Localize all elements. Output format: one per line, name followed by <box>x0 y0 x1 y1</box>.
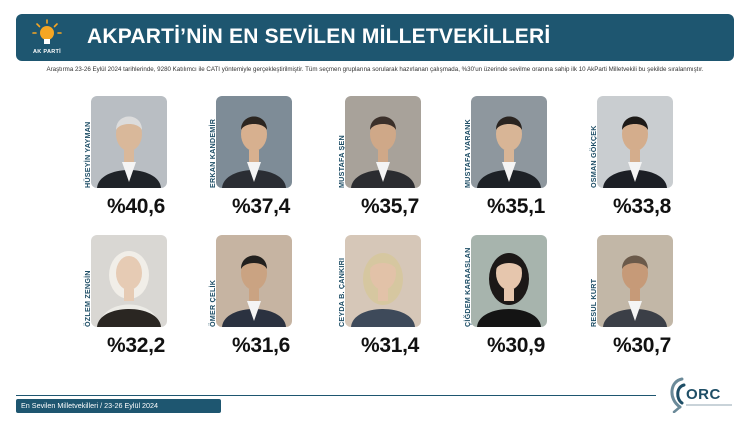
orc-mark-icon <box>670 377 686 414</box>
akparti-logo: AK PARTİ <box>30 18 64 58</box>
approval-percentage: %30,7 <box>612 334 672 357</box>
candidate-photo <box>345 235 421 327</box>
approval-percentage: %31,6 <box>231 334 291 357</box>
candidate-photo <box>91 235 167 327</box>
candidate-name-wrapper: MUSTAFA ŞEN <box>331 96 346 188</box>
orc-tagline-line <box>686 404 732 406</box>
footer-caption: En Sevilen Milletvekilleri / 23-26 Eylül… <box>21 401 159 410</box>
candidate-photo <box>91 96 167 188</box>
candidate-name-wrapper: CEYDA B. ÇANKIRI <box>331 235 346 327</box>
candidate-name-wrapper: MUSTAFA VARANK <box>457 96 472 188</box>
footer-caption-bar: En Sevilen Milletvekilleri / 23-26 Eylül… <box>16 399 221 413</box>
candidate-photo <box>216 96 292 188</box>
approval-percentage: %35,1 <box>486 195 546 218</box>
approval-percentage: %32,2 <box>106 334 166 357</box>
candidate-name-wrapper: HÜSEYİN YAYMAN <box>77 96 92 188</box>
candidate-name-wrapper: RESUL KURT <box>583 235 598 327</box>
candidate-name-wrapper: ÖMER ÇELİK <box>202 235 217 327</box>
bulb-icon <box>32 19 62 44</box>
approval-percentage: %33,8 <box>612 195 672 218</box>
candidate-name-wrapper: OSMAN GÖKÇEK <box>583 96 598 188</box>
candidate-name-wrapper: ÇİĞDEM KARAASLAN <box>457 235 472 327</box>
page-title: AKPARTİ’NİN EN SEVİLEN MİLLETVEKİLLERİ <box>87 25 551 48</box>
methodology-note: Araştırma 23-26 Eylül 2024 tarihlerinde,… <box>46 66 704 73</box>
candidate-name-wrapper: ÖZLEM ZENGİN <box>77 235 92 327</box>
approval-percentage: %40,6 <box>106 195 166 218</box>
logo-text: AK PARTİ <box>33 49 61 55</box>
footer-divider <box>16 395 656 396</box>
orc-brand-text: ORC <box>686 386 721 403</box>
approval-percentage: %31,4 <box>360 334 420 357</box>
approval-percentage: %37,4 <box>231 195 291 218</box>
orc-logo: ORC <box>664 373 736 414</box>
header-banner: AK PARTİ AKPARTİ’NİN EN SEVİLEN MİLLETVE… <box>16 14 734 61</box>
candidate-photo <box>471 96 547 188</box>
candidate-photo <box>471 235 547 327</box>
approval-percentage: %30,9 <box>486 334 546 357</box>
candidate-photo <box>345 96 421 188</box>
candidate-photo <box>216 235 292 327</box>
candidate-photo <box>597 96 673 188</box>
approval-percentage: %35,7 <box>360 195 420 218</box>
candidate-name-wrapper: ERKAN KANDEMİR <box>202 96 217 188</box>
candidate-photo <box>597 235 673 327</box>
